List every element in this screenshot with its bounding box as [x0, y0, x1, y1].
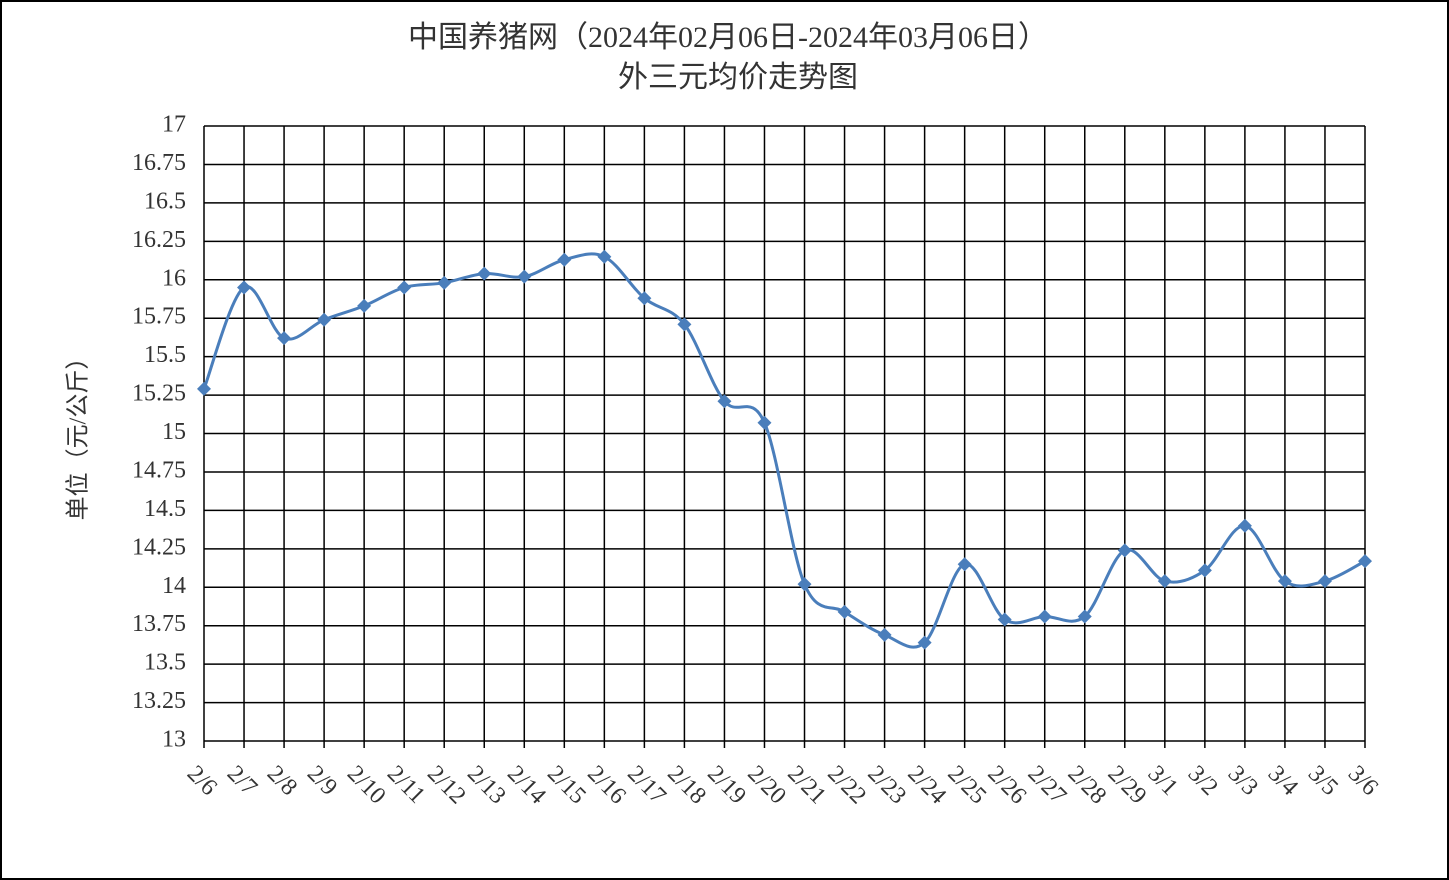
data-point: [597, 249, 612, 264]
y-tick-label: 15.5: [144, 342, 186, 368]
y-tick-label: 14: [162, 573, 186, 599]
y-tick-label: 14.5: [144, 496, 186, 522]
data-point: [237, 280, 252, 295]
y-tick-label: 17: [162, 112, 186, 138]
data-point: [517, 269, 532, 284]
y-tick-label: 13: [162, 727, 186, 753]
data-point: [197, 381, 211, 396]
data-point: [637, 291, 652, 306]
y-tick-label: 13.75: [132, 611, 186, 637]
data-point: [357, 298, 372, 313]
data-point: [1157, 574, 1172, 589]
y-tick-label: 16: [162, 265, 186, 291]
data-point: [1317, 574, 1332, 589]
data-point: [757, 415, 772, 430]
data-point: [997, 612, 1012, 627]
y-tick-label: 14.25: [132, 534, 186, 560]
y-tick-label: 16.5: [144, 188, 186, 214]
data-point: [837, 604, 852, 619]
data-point: [957, 557, 972, 572]
y-tick-label: 15: [162, 419, 186, 445]
y-axis-label: 单位（元/公斤）: [65, 346, 92, 521]
data-point: [1117, 543, 1132, 558]
data-point: [1197, 563, 1212, 578]
data-point: [557, 252, 572, 267]
data-point: [877, 627, 892, 642]
data-point: [277, 331, 292, 346]
chart-subtitle: 外三元均价走势图: [618, 61, 858, 94]
y-tick-label: 15.75: [132, 304, 186, 330]
data-point: [1077, 609, 1092, 624]
y-tick-label: 16.25: [132, 227, 186, 253]
data-point: [1358, 554, 1372, 569]
data-point: [397, 280, 412, 295]
data-point: [317, 312, 332, 327]
data-point: [1277, 574, 1292, 589]
y-tick-label: 13.25: [132, 688, 186, 714]
data-point: [677, 317, 692, 332]
y-tick-label: 13.5: [144, 650, 186, 676]
data-point: [1237, 518, 1252, 533]
data-point: [717, 394, 732, 409]
data-point: [437, 275, 452, 290]
chart-title: 中国养猪网（2024年02月06日-2024年03月06日）: [408, 21, 1048, 54]
data-point: [797, 577, 812, 592]
data-point: [917, 635, 932, 650]
data-point: [1037, 609, 1052, 624]
y-tick-label: 14.75: [132, 457, 186, 483]
data-point: [477, 266, 492, 281]
y-tick-label: 15.25: [132, 381, 186, 407]
y-tick-label: 16.75: [132, 150, 186, 176]
